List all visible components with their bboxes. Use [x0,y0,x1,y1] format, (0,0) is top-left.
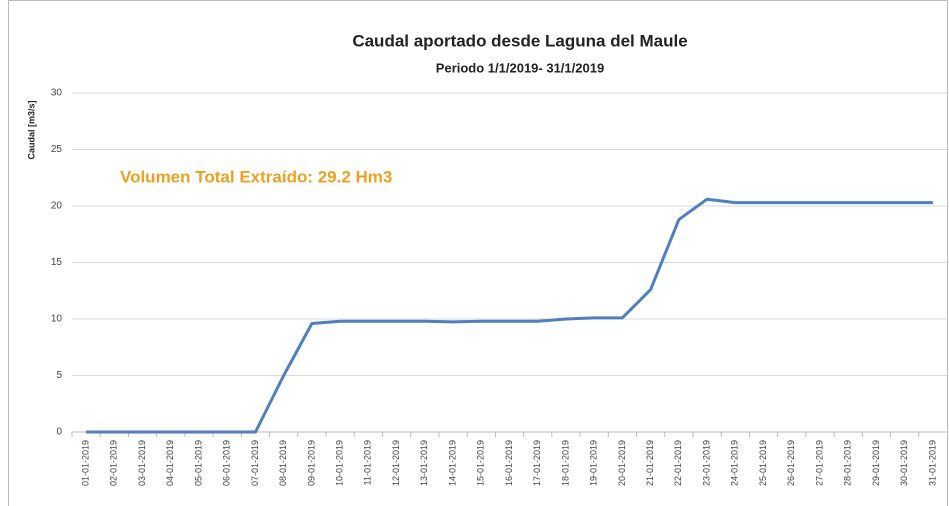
y-axis-label: Caudal [m3/s] [26,100,36,159]
x-tick-label: 23-01-2019 [701,440,711,486]
x-tick-label: 01-01-2019 [80,440,90,486]
annotation: Volumen Total Extraído: 29.2 Hm3 [120,167,392,186]
x-tick-label: 07-01-2019 [250,440,260,486]
y-tick-label: 0 [56,427,62,438]
x-tick-label: 25-01-2019 [758,440,768,486]
x-tick-label: 21-01-2019 [645,440,655,486]
x-tick-label: 18-01-2019 [560,440,570,486]
x-tick-label: 20-01-2019 [617,440,627,486]
y-tick-label: 10 [51,314,63,325]
data-line [86,197,933,434]
x-tick-label: 15-01-2019 [476,440,486,486]
x-tick-label: 28-01-2019 [843,440,853,486]
y-tick-label: 15 [51,257,63,268]
x-tick-label: 19-01-2019 [589,440,599,486]
x-tick-label: 14-01-2019 [447,440,457,486]
y-tick-label: 5 [56,370,62,381]
chart-title: Caudal aportado desde Laguna del Maule [352,31,687,50]
x-tick-label: 09-01-2019 [306,440,316,486]
x-tick-label: 04-01-2019 [165,440,175,486]
y-tick-label: 20 [51,201,63,212]
x-tick-label: 03-01-2019 [137,440,147,486]
x-tick-label: 30-01-2019 [899,440,909,486]
x-tick-label: 17-01-2019 [532,440,542,486]
y-tick-label: 30 [51,88,63,99]
x-tick-label: 08-01-2019 [278,440,288,486]
chart-subtitle: Periodo 1/1/2019- 31/1/2019 [436,60,604,75]
x-tick-label: 16-01-2019 [504,440,514,486]
x-tick-label: 10-01-2019 [335,440,345,486]
x-tick-label: 02-01-2019 [109,440,119,486]
x-tick-label: 24-01-2019 [730,440,740,486]
x-tick-label: 29-01-2019 [871,440,881,486]
x-tick-label: 22-01-2019 [673,440,683,486]
chart-frame [8,0,948,506]
x-tick-label: 13-01-2019 [419,440,429,486]
x-tick-label: 06-01-2019 [222,440,232,486]
x-tick-label: 11-01-2019 [363,440,373,485]
x-tick-label: 31-01-2019 [927,440,937,486]
x-tick-label: 05-01-2019 [193,440,203,486]
x-tick-label: 12-01-2019 [391,440,401,486]
x-tick-label: 27-01-2019 [814,440,824,486]
x-tick-label: 26-01-2019 [786,440,796,486]
y-tick-label: 25 [51,144,63,155]
